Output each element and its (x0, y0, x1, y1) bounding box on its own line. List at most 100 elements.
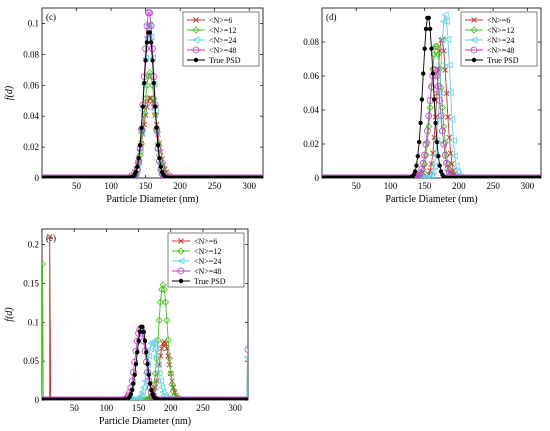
panel-2-data-point (434, 50, 442, 58)
panel-2-legend-entry: <N>=6 (487, 16, 510, 25)
panel-3-legend-marker (178, 238, 184, 244)
panel-1-data-point (148, 40, 154, 45)
panel-3-series-5 (42, 324, 248, 400)
panel-3-legend-entry: True PSD (194, 277, 226, 286)
panel-3-ytick-label: 0.05 (23, 356, 39, 366)
panel-1-chart: 50 100 150 200 250 300 0 0.02 0.04 0.06 0.08 0.1 Par… (4, 7, 264, 205)
panel-1-xtick-label: 150 (139, 181, 153, 191)
panel-2-series-5 (322, 15, 541, 178)
panel-3-data-point (144, 352, 153, 360)
panel-1-data-point (147, 22, 155, 30)
panel-3-data-point (152, 352, 160, 360)
panel-2-data-point (417, 169, 424, 177)
panel-1-data-point (150, 58, 155, 63)
panel-1-data-point (151, 80, 157, 86)
panel-1-data-point (146, 9, 154, 17)
panel-2-xtick-label: 200 (452, 181, 466, 191)
panel-2-data-point (422, 140, 430, 148)
panel-2-xtick-label: 50 (352, 181, 362, 191)
panel-1-data-point (157, 155, 162, 161)
panel-1-data-point (158, 164, 163, 169)
panel-2-data-point (439, 17, 448, 25)
panel-3-data-point (158, 285, 166, 294)
panel-2-ytick-label: 0.04 (303, 105, 319, 115)
panel-2-xtick-label: 250 (486, 181, 500, 191)
panel-1-xtick-label: 300 (242, 181, 256, 191)
panel-2-data-point (437, 112, 445, 120)
panel-3-xtick-label: 150 (132, 403, 146, 413)
panel-2-data-point (421, 71, 426, 76)
panel-2-data-point (448, 115, 456, 123)
panel-2-data-point (449, 136, 457, 145)
panel-3-legend-marker (177, 247, 185, 255)
panel-3-data-point (149, 387, 154, 393)
panel-3-ytick-label: 0.2 (28, 240, 39, 250)
panel-1-data-point (149, 45, 156, 53)
panel-2-legend-marker (471, 57, 477, 63)
panel-3-data-point (129, 387, 135, 393)
panel-3-data-point (158, 345, 165, 352)
panel-2-data-point (442, 67, 449, 73)
panel-3-data-point (166, 361, 173, 368)
panel-3-data-point (139, 383, 148, 392)
panel-1-data-point (144, 40, 150, 45)
panel-2-data-point (425, 122, 433, 131)
panel-1-plot-area (42, 9, 263, 178)
panel-1-data-point (260, 175, 263, 178)
panel-1-xtick-label: 50 (72, 181, 82, 191)
panel-3-ytick-label: 0 (35, 395, 40, 405)
panel-3-legend-marker (177, 267, 185, 275)
panel-2-plot-area (322, 11, 541, 178)
panel-2-data-point (427, 171, 435, 178)
panel-1-data-point (142, 80, 147, 86)
panel-1-ytick-label: 0.04 (23, 111, 39, 121)
panel-2-data-point (433, 72, 441, 80)
panel-2-data-point (420, 174, 429, 178)
panel-2-legend-entry: <N>=24 (487, 36, 514, 45)
panel-3-data-point (153, 354, 161, 363)
panel-3-data-point (159, 388, 167, 396)
panel-3-data-point (140, 324, 145, 330)
panel-1-legend-entry: <N>=24 (209, 36, 236, 45)
panel-3-data-point (150, 339, 158, 348)
panel-2-data-point (433, 42, 441, 50)
panel-2-data-point (436, 97, 444, 104)
panel-3-data-point (134, 395, 142, 400)
panel-2-data-point (429, 46, 434, 51)
panel-3-series-4 (42, 325, 248, 400)
panel-3-data-point (133, 361, 139, 367)
panel-3-data-point (156, 298, 165, 306)
panel-1-ytick-label: 0.08 (23, 49, 39, 59)
panel-1-ytick-label: 0.1 (28, 18, 39, 28)
panel-2-data-point (446, 89, 455, 97)
panel-3-data-point (170, 384, 177, 391)
panel-3-data-point (164, 336, 172, 344)
panel-2-legend-marker (470, 36, 478, 44)
panel-2-data-point (441, 151, 449, 159)
panel-2-data-point (430, 71, 436, 76)
panel-3-data-point (129, 396, 137, 400)
panel-1-ytick-label: 0.06 (23, 80, 39, 90)
panel-2-data-point (427, 26, 433, 32)
panel-3-legend-entry: <N>=48 (194, 267, 221, 276)
panel-3-xtick-label: 200 (164, 403, 178, 413)
panel-3-data-point (42, 260, 47, 268)
panel-1-x-axis-label: Particle Diameter (nm) (106, 194, 198, 205)
panel-3-ytick-label: 0.15 (23, 278, 39, 288)
panel-2-xtick-label: 150 (418, 181, 432, 191)
panel-3-data-point (167, 369, 175, 378)
panel-2-ytick-label: 0.08 (303, 37, 319, 47)
panel-1-legend-entry: <N>=6 (209, 16, 232, 25)
panel-3-data-point (165, 354, 174, 363)
panel-3-data-point (162, 298, 170, 306)
panel-1-data-point (147, 33, 155, 41)
panel-1-xtick-label: 100 (104, 181, 118, 191)
panel-2-data-point (432, 42, 440, 50)
panel-3-data-point (243, 354, 248, 360)
panel-2-data-point (423, 26, 429, 32)
panel-2-legend-entry: <N>=12 (487, 26, 514, 35)
panel-1-data-point (137, 143, 143, 148)
